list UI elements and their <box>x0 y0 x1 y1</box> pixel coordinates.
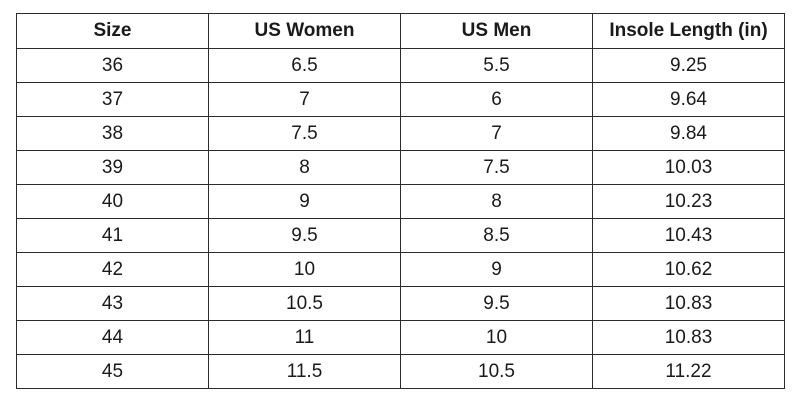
cell-insole-length: 10.03 <box>592 150 785 185</box>
table-row: 43 10.5 9.5 10.83 <box>16 286 785 321</box>
cell-us-men: 5.5 <box>400 48 593 83</box>
cell-us-men: 6 <box>400 82 593 117</box>
table-row: 41 9.5 8.5 10.43 <box>16 218 785 253</box>
cell-size: 39 <box>16 150 209 185</box>
cell-size: 40 <box>16 184 209 219</box>
table-header: Size US Women US Men Insole Length (in) <box>16 13 785 49</box>
table-row: 42 10 9 10.62 <box>16 252 785 287</box>
cell-size: 36 <box>16 48 209 83</box>
cell-us-men: 7 <box>400 116 593 151</box>
cell-insole-length: 10.23 <box>592 184 785 219</box>
cell-us-women: 10 <box>208 252 401 287</box>
cell-insole-length: 9.64 <box>592 82 785 117</box>
cell-insole-length: 10.83 <box>592 320 785 355</box>
cell-us-men: 9 <box>400 252 593 287</box>
table-row: 44 11 10 10.83 <box>16 320 785 355</box>
table-row: 40 9 8 10.23 <box>16 184 785 219</box>
cell-insole-length: 9.84 <box>592 116 785 151</box>
cell-us-women: 11 <box>208 320 401 355</box>
cell-us-women: 8 <box>208 150 401 185</box>
cell-us-women: 7.5 <box>208 116 401 151</box>
table-row: 39 8 7.5 10.03 <box>16 150 785 185</box>
shoe-size-table: Size US Women US Men Insole Length (in) … <box>16 13 785 389</box>
cell-us-men: 10 <box>400 320 593 355</box>
cell-insole-length: 10.83 <box>592 286 785 321</box>
table-row: 45 11.5 10.5 11.22 <box>16 354 785 389</box>
cell-us-men: 8 <box>400 184 593 219</box>
cell-us-men: 8.5 <box>400 218 593 253</box>
cell-us-women: 10.5 <box>208 286 401 321</box>
header-row: Size US Women US Men Insole Length (in) <box>16 13 785 49</box>
header-us-men: US Men <box>400 13 593 49</box>
cell-us-men: 9.5 <box>400 286 593 321</box>
cell-size: 41 <box>16 218 209 253</box>
cell-us-women: 6.5 <box>208 48 401 83</box>
cell-us-men: 10.5 <box>400 354 593 389</box>
cell-insole-length: 10.43 <box>592 218 785 253</box>
table-body: 36 6.5 5.5 9.25 37 7 6 9.64 38 7.5 7 9.84 39 8 7.5 10.0… <box>16 48 785 389</box>
table-row: 36 6.5 5.5 9.25 <box>16 48 785 83</box>
cell-insole-length: 11.22 <box>592 354 785 389</box>
cell-size: 43 <box>16 286 209 321</box>
cell-size: 38 <box>16 116 209 151</box>
header-insole-length: Insole Length (in) <box>592 13 785 49</box>
cell-size: 42 <box>16 252 209 287</box>
cell-us-women: 11.5 <box>208 354 401 389</box>
table-row: 37 7 6 9.64 <box>16 82 785 117</box>
cell-us-women: 9 <box>208 184 401 219</box>
cell-insole-length: 9.25 <box>592 48 785 83</box>
table-row: 38 7.5 7 9.84 <box>16 116 785 151</box>
cell-us-men: 7.5 <box>400 150 593 185</box>
cell-insole-length: 10.62 <box>592 252 785 287</box>
cell-us-women: 9.5 <box>208 218 401 253</box>
cell-us-women: 7 <box>208 82 401 117</box>
cell-size: 44 <box>16 320 209 355</box>
cell-size: 37 <box>16 82 209 117</box>
header-us-women: US Women <box>208 13 401 49</box>
cell-size: 45 <box>16 354 209 389</box>
header-size: Size <box>16 13 209 49</box>
